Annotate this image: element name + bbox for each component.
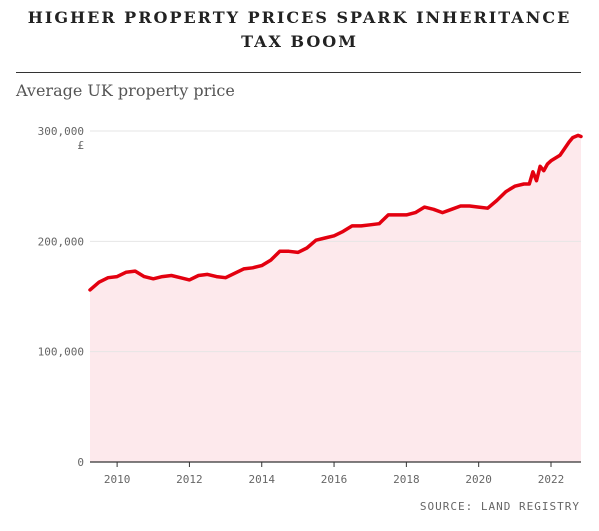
x-tick-label: 2010: [104, 473, 131, 486]
y-tick-label: 0: [77, 456, 84, 469]
x-tick-label: 2016: [321, 473, 348, 486]
y-tick-label: 200,000: [38, 235, 84, 248]
chart-title-line-1: HIGHER PROPERTY PRICES SPARK INHERITANCE: [27, 8, 572, 27]
x-tick-label: 2020: [465, 473, 492, 486]
x-tick-label: 2018: [393, 473, 420, 486]
y-unit-label: £: [77, 139, 84, 152]
y-tick-label: 300,000: [38, 125, 84, 138]
title-divider: [16, 72, 581, 73]
y-tick-label: 100,000: [38, 346, 84, 359]
x-tick-label: 2014: [248, 473, 275, 486]
chart-subtitle: Average UK property price: [16, 81, 235, 100]
x-tick-label: 2012: [176, 473, 203, 486]
chart-title: HIGHER PROPERTY PRICES SPARK INHERITANCE…: [0, 6, 599, 54]
x-tick-label: 2022: [538, 473, 565, 486]
series-area-fill: [90, 135, 581, 462]
chart-title-line-2: TAX BOOM: [241, 32, 358, 51]
series-line: [88, 133, 583, 292]
source-note: SOURCE: LAND REGISTRY: [419, 500, 580, 513]
